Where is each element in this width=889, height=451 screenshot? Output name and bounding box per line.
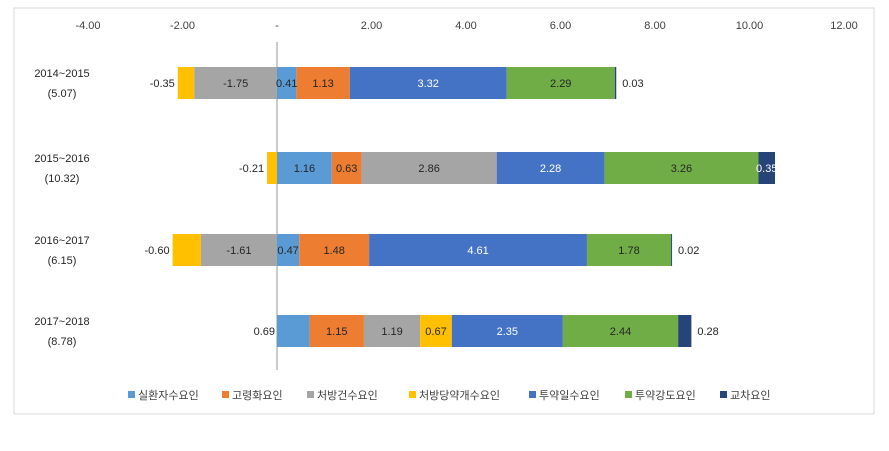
data-label: 2.35	[497, 326, 518, 338]
data-label: 0.02	[678, 245, 699, 257]
data-label: 2.86	[418, 163, 439, 175]
data-label: 3.26	[671, 163, 692, 175]
bar-segments	[172, 67, 776, 347]
data-label: -0.21	[239, 163, 264, 175]
bar-segment	[369, 234, 587, 266]
x-tick-label: 2.00	[361, 20, 382, 32]
bar-segment	[586, 234, 672, 266]
data-label: 2.28	[540, 163, 561, 175]
data-label: -0.35	[150, 78, 175, 90]
bar-segment	[299, 234, 370, 266]
bar-segment	[451, 315, 563, 347]
bar-segment	[267, 152, 277, 184]
bar-segment	[671, 234, 673, 266]
legend-swatch	[222, 391, 229, 398]
x-tick-label: 8.00	[644, 20, 665, 32]
legend: 실환자수요인 고령화요인 처방건수요인 처방당약개수요인 투약일수요인 투약강도요인 교차요…	[128, 388, 770, 402]
data-label: 1.15	[326, 326, 347, 338]
bar-segment	[361, 152, 497, 184]
bar-segment	[496, 152, 605, 184]
bar-segment	[420, 315, 452, 347]
data-label: -0.60	[144, 245, 169, 257]
bar-segment	[604, 152, 759, 184]
legend-label: 처방건수요인	[317, 389, 378, 402]
data-label: 0.69	[254, 326, 275, 338]
data-label: -1.61	[226, 245, 251, 257]
data-label: 2.29	[550, 78, 571, 90]
legend-label: 고령화요인	[232, 389, 283, 402]
data-label: 0.47	[277, 245, 298, 257]
x-tick-label: -	[275, 20, 279, 32]
data-labels: -0.35 -1.75 0.41 1.13 3.32 2.29 0.03 -0.21 1.16 0…	[144, 78, 777, 338]
bar-segment	[363, 315, 421, 347]
category-labels: 2014~2015 (5.07) 2015~2016 (10.32) 2016~2017…	[34, 68, 89, 348]
bar-segment	[277, 67, 297, 99]
bar-segment	[678, 315, 692, 347]
data-label: 4.61	[467, 245, 488, 257]
data-label: 1.16	[294, 163, 315, 175]
x-tick-label: -4.00	[75, 20, 100, 32]
bar-segment	[758, 152, 776, 184]
legend-label: 처방당약개수요인	[419, 388, 500, 402]
bar-segment	[562, 315, 679, 347]
x-tick-label: 10.00	[736, 20, 764, 32]
data-label: 0.67	[425, 326, 446, 338]
bar-segment	[296, 67, 350, 99]
data-label: 2.44	[610, 326, 631, 338]
legend-swatch	[720, 391, 727, 398]
category-label: 2016~2017	[34, 235, 89, 247]
data-label: 1.13	[312, 78, 333, 90]
category-total-label: (6.15)	[48, 255, 77, 267]
legend-swatch	[529, 391, 536, 398]
category-total-label: (8.78)	[48, 336, 77, 348]
legend-label: 실환자수요인	[138, 389, 199, 402]
data-label: 3.32	[417, 78, 438, 90]
data-label: 0.41	[276, 78, 297, 90]
data-label: 1.48	[323, 245, 344, 257]
bar-segment	[177, 67, 195, 99]
x-tick-label: 4.00	[455, 20, 476, 32]
legend-swatch	[409, 391, 416, 398]
bar-segment	[331, 152, 362, 184]
data-label: 0.35	[756, 163, 777, 175]
bar-segment	[200, 234, 277, 266]
data-label: 1.19	[381, 326, 402, 338]
category-label: 2014~2015	[34, 68, 89, 80]
x-tick-label: 6.00	[550, 20, 571, 32]
category-label: 2017~2018	[34, 316, 89, 328]
bar-segment	[277, 152, 332, 184]
x-tick-label: 12.00	[830, 20, 858, 32]
data-label: -1.75	[223, 78, 248, 90]
legend-swatch	[625, 391, 632, 398]
legend-swatch	[128, 391, 135, 398]
bar-segment	[614, 67, 617, 99]
data-label: 1.78	[618, 245, 639, 257]
legend-label: 교차요인	[730, 389, 770, 402]
bar-segment	[194, 67, 277, 99]
bar-segment	[277, 234, 300, 266]
data-label: 0.63	[336, 163, 357, 175]
legend-swatch	[307, 391, 314, 398]
bar-segment	[172, 234, 201, 266]
legend-label: 투약강도요인	[635, 388, 696, 402]
bar-segment	[349, 67, 507, 99]
category-label: 2015~2016	[34, 153, 89, 165]
bar-segment	[506, 67, 615, 99]
x-axis-tick-labels: -4.00 -2.00-2.00 4.00 6.00 8.00 10.00 12.00	[75, 20, 857, 32]
bar-segment	[309, 315, 364, 347]
bar-segment	[277, 315, 310, 347]
category-total-label: (5.07)	[48, 88, 77, 100]
x-tick-label: -2.00	[170, 20, 195, 32]
category-total-label: (10.32)	[45, 173, 80, 185]
data-label: 0.03	[622, 78, 643, 90]
legend-label: 투약일수요인	[539, 388, 600, 402]
data-label: 0.28	[697, 326, 718, 338]
